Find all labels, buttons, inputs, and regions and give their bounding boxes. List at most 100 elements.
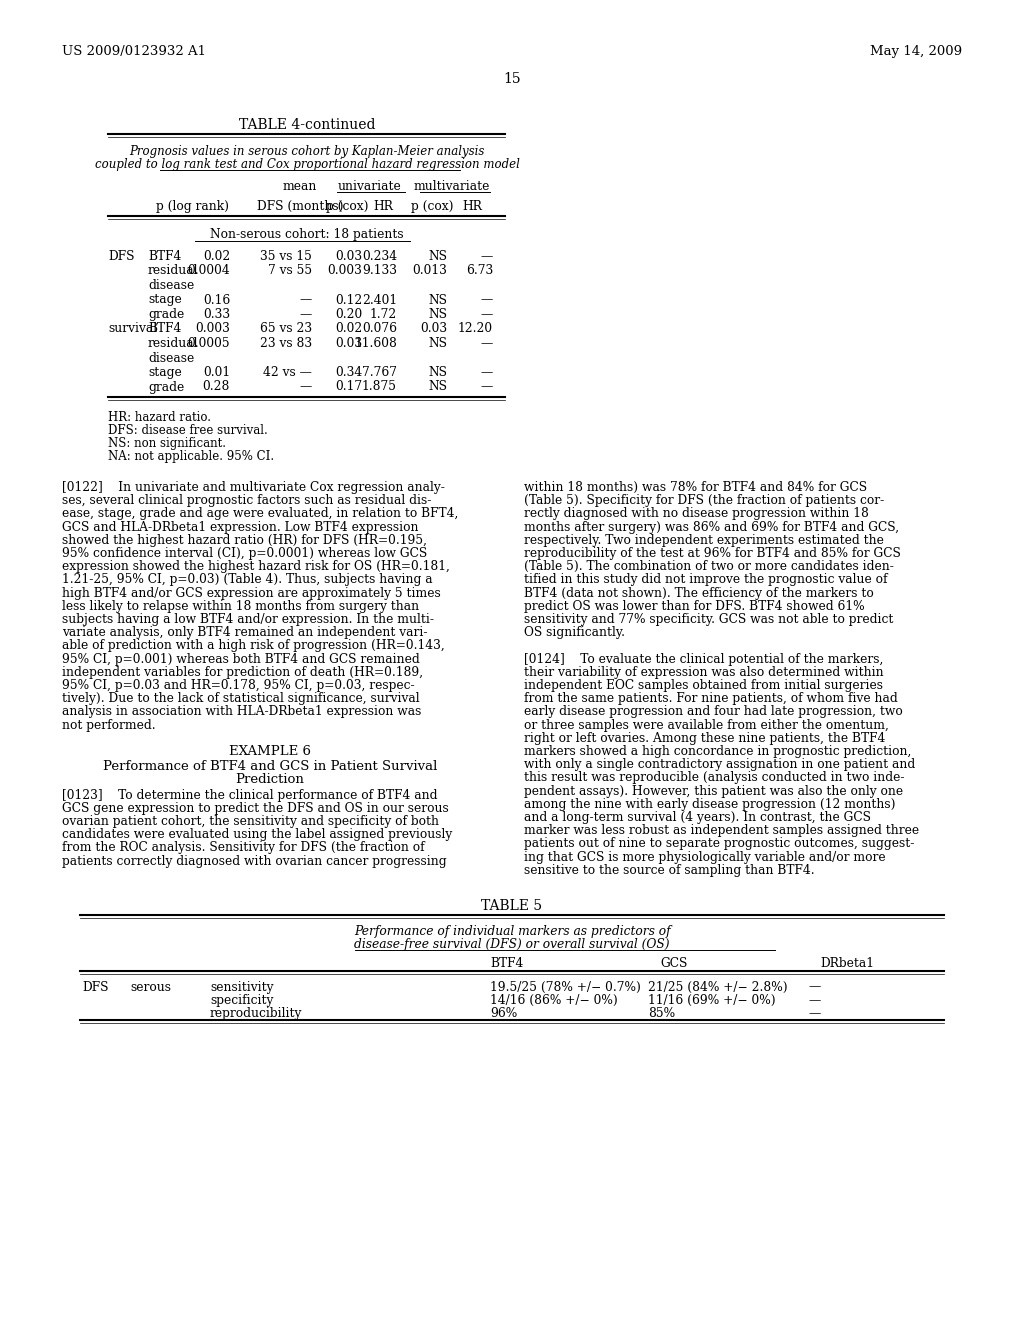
Text: disease: disease: [148, 351, 195, 364]
Text: 0.0004: 0.0004: [187, 264, 230, 277]
Text: p (log rank): p (log rank): [157, 201, 229, 213]
Text: reproducibility: reproducibility: [210, 1007, 302, 1020]
Text: survival: survival: [108, 322, 157, 335]
Text: subjects having a low BTF4 and/or expression. In the multi-: subjects having a low BTF4 and/or expres…: [62, 612, 434, 626]
Text: mean: mean: [283, 180, 317, 193]
Text: 14/16 (86% +/− 0%): 14/16 (86% +/− 0%): [490, 994, 617, 1007]
Text: 0.076: 0.076: [362, 322, 397, 335]
Text: NA: not applicable. 95% CI.: NA: not applicable. 95% CI.: [108, 450, 274, 463]
Text: independent variables for prediction of death (HR=0.189,: independent variables for prediction of …: [62, 665, 423, 678]
Text: stage: stage: [148, 293, 181, 306]
Text: 9.133: 9.133: [362, 264, 397, 277]
Text: GCS: GCS: [660, 957, 687, 970]
Text: analysis in association with HLA-DRbeta1 expression was: analysis in association with HLA-DRbeta1…: [62, 705, 421, 718]
Text: —: —: [480, 337, 493, 350]
Text: 0.12: 0.12: [335, 293, 362, 306]
Text: reproducibility of the test at 96% for BTF4 and 85% for GCS: reproducibility of the test at 96% for B…: [524, 546, 901, 560]
Text: 0.013: 0.013: [412, 264, 447, 277]
Text: 1.21-25, 95% CI, p=0.03) (Table 4). Thus, subjects having a: 1.21-25, 95% CI, p=0.03) (Table 4). Thus…: [62, 573, 432, 586]
Text: Performance of individual markers as predictors of: Performance of individual markers as pre…: [353, 925, 671, 939]
Text: serous: serous: [130, 981, 171, 994]
Text: —: —: [808, 1007, 820, 1020]
Text: 42 vs —: 42 vs —: [263, 366, 312, 379]
Text: NS: NS: [428, 308, 447, 321]
Text: sensitivity: sensitivity: [210, 981, 273, 994]
Text: tified in this study did not improve the prognostic value of: tified in this study did not improve the…: [524, 573, 888, 586]
Text: residual: residual: [148, 264, 199, 277]
Text: respectively. Two independent experiments estimated the: respectively. Two independent experiment…: [524, 533, 884, 546]
Text: 0.28: 0.28: [203, 380, 230, 393]
Text: 0.17: 0.17: [335, 380, 362, 393]
Text: or three samples were available from either the omentum,: or three samples were available from eit…: [524, 718, 889, 731]
Text: 23 vs 83: 23 vs 83: [260, 337, 312, 350]
Text: univariate: univariate: [338, 180, 401, 193]
Text: —: —: [480, 380, 493, 393]
Text: p (cox): p (cox): [326, 201, 369, 213]
Text: —: —: [480, 249, 493, 263]
Text: patients correctly diagnosed with ovarian cancer progressing: patients correctly diagnosed with ovaria…: [62, 854, 446, 867]
Text: 11/16 (69% +/− 0%): 11/16 (69% +/− 0%): [648, 994, 775, 1007]
Text: 0.234: 0.234: [361, 249, 397, 263]
Text: HR: HR: [462, 201, 482, 213]
Text: BTF4 (data not shown). The efficiency of the markers to: BTF4 (data not shown). The efficiency of…: [524, 586, 873, 599]
Text: TABLE 5: TABLE 5: [481, 899, 543, 913]
Text: HR: HR: [373, 201, 393, 213]
Text: 0.02: 0.02: [335, 322, 362, 335]
Text: 0.003: 0.003: [196, 322, 230, 335]
Text: 15: 15: [503, 73, 521, 86]
Text: EXAMPLE 6: EXAMPLE 6: [229, 744, 311, 758]
Text: DFS: DFS: [82, 981, 109, 994]
Text: NS: NS: [428, 337, 447, 350]
Text: 0.0005: 0.0005: [187, 337, 230, 350]
Text: US 2009/0123932 A1: US 2009/0123932 A1: [62, 45, 206, 58]
Text: 11.608: 11.608: [354, 337, 397, 350]
Text: 0.20: 0.20: [335, 308, 362, 321]
Text: DFS (months): DFS (months): [257, 201, 343, 213]
Text: GCS and HLA-DRbeta1 expression. Low BTF4 expression: GCS and HLA-DRbeta1 expression. Low BTF4…: [62, 520, 419, 533]
Text: [0124]    To evaluate the clinical potential of the markers,: [0124] To evaluate the clinical potentia…: [524, 652, 884, 665]
Text: —: —: [300, 380, 312, 393]
Text: 0.01: 0.01: [203, 366, 230, 379]
Text: expression showed the highest hazard risk for OS (HR=0.181,: expression showed the highest hazard ris…: [62, 560, 450, 573]
Text: months after surgery) was 86% and 69% for BTF4 and GCS,: months after surgery) was 86% and 69% fo…: [524, 520, 899, 533]
Text: rectly diagnosed with no disease progression within 18: rectly diagnosed with no disease progres…: [524, 507, 869, 520]
Text: 0.02: 0.02: [203, 249, 230, 263]
Text: NS: non significant.: NS: non significant.: [108, 437, 226, 450]
Text: 1.875: 1.875: [362, 380, 397, 393]
Text: HR: hazard ratio.: HR: hazard ratio.: [108, 411, 211, 424]
Text: with only a single contradictory assignation in one patient and: with only a single contradictory assigna…: [524, 758, 915, 771]
Text: and a long-term survival (4 years). In contrast, the GCS: and a long-term survival (4 years). In c…: [524, 810, 871, 824]
Text: ses, several clinical prognostic factors such as residual dis-: ses, several clinical prognostic factors…: [62, 494, 431, 507]
Text: disease-free survival (DFS) or overall survival (OS): disease-free survival (DFS) or overall s…: [354, 939, 670, 952]
Text: [0123]    To determine the clinical performance of BTF4 and: [0123] To determine the clinical perform…: [62, 788, 437, 801]
Text: OS significantly.: OS significantly.: [524, 626, 625, 639]
Text: independent EOC samples obtained from initial surgeries: independent EOC samples obtained from in…: [524, 678, 883, 692]
Text: tively). Due to the lack of statistical significance, survival: tively). Due to the lack of statistical …: [62, 692, 420, 705]
Text: residual: residual: [148, 337, 199, 350]
Text: predict OS was lower than for DFS. BTF4 showed 61%: predict OS was lower than for DFS. BTF4 …: [524, 599, 864, 612]
Text: —: —: [300, 293, 312, 306]
Text: 1.72: 1.72: [370, 308, 397, 321]
Text: patients out of nine to separate prognostic outcomes, suggest-: patients out of nine to separate prognos…: [524, 837, 914, 850]
Text: their variability of expression was also determined within: their variability of expression was also…: [524, 665, 884, 678]
Text: Prognosis values in serous cohort by Kaplan-Meier analysis: Prognosis values in serous cohort by Kap…: [129, 145, 484, 158]
Text: Performance of BTF4 and GCS in Patient Survival: Performance of BTF4 and GCS in Patient S…: [102, 760, 437, 774]
Text: TABLE 4-continued: TABLE 4-continued: [239, 117, 375, 132]
Text: Non-serous cohort: 18 patients: Non-serous cohort: 18 patients: [210, 228, 403, 242]
Text: right or left ovaries. Among these nine patients, the BTF4: right or left ovaries. Among these nine …: [524, 731, 886, 744]
Text: within 18 months) was 78% for BTF4 and 84% for GCS: within 18 months) was 78% for BTF4 and 8…: [524, 480, 867, 494]
Text: grade: grade: [148, 308, 184, 321]
Text: NS: NS: [428, 293, 447, 306]
Text: variate analysis, only BTF4 remained an independent vari-: variate analysis, only BTF4 remained an …: [62, 626, 427, 639]
Text: 95% confidence interval (CI), p=0.0001) whereas low GCS: 95% confidence interval (CI), p=0.0001) …: [62, 546, 427, 560]
Text: stage: stage: [148, 366, 181, 379]
Text: 85%: 85%: [648, 1007, 675, 1020]
Text: 0.003: 0.003: [327, 264, 362, 277]
Text: candidates were evaluated using the label assigned previously: candidates were evaluated using the labe…: [62, 828, 453, 841]
Text: 0.16: 0.16: [203, 293, 230, 306]
Text: [0122]    In univariate and multivariate Cox regression analy-: [0122] In univariate and multivariate Co…: [62, 480, 444, 494]
Text: high BTF4 and/or GCS expression are approximately 5 times: high BTF4 and/or GCS expression are appr…: [62, 586, 440, 599]
Text: 0.34: 0.34: [335, 366, 362, 379]
Text: from the same patients. For nine patients, of whom five had: from the same patients. For nine patient…: [524, 692, 898, 705]
Text: sensitivity and 77% specificity. GCS was not able to predict: sensitivity and 77% specificity. GCS was…: [524, 612, 893, 626]
